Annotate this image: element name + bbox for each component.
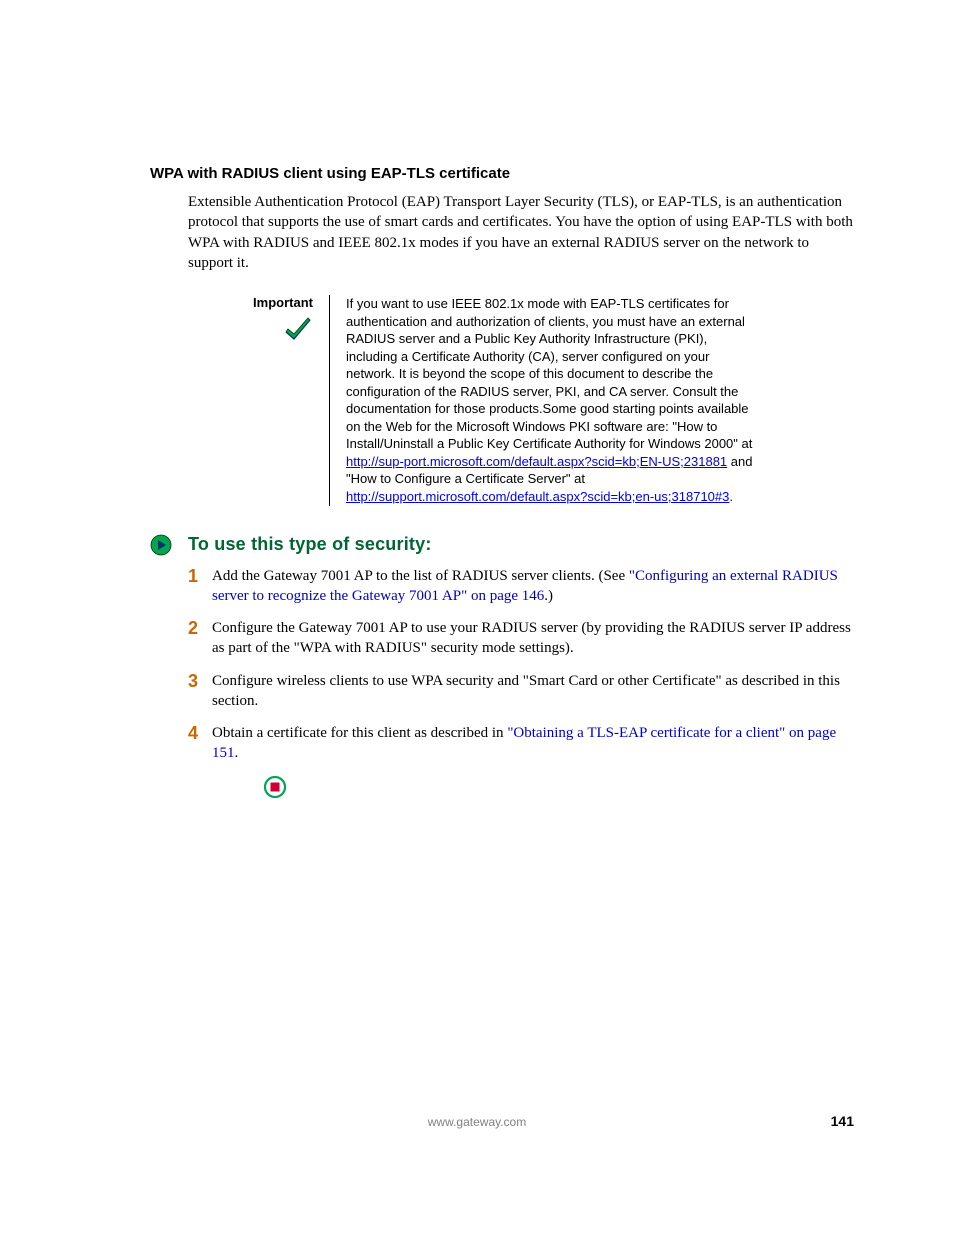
- stop-icon: [264, 776, 854, 803]
- step-text-pre: Configure wireless clients to use WPA se…: [212, 673, 840, 709]
- checkmark-icon: [283, 316, 313, 349]
- note-text-tail: .: [729, 489, 733, 504]
- step-number: 4: [188, 723, 212, 764]
- note-link-2[interactable]: http://support.microsoft.com/default.asp…: [346, 489, 729, 504]
- step-text-pre: Obtain a certificate for this client as …: [212, 725, 507, 741]
- step-text-post: .: [235, 745, 239, 761]
- play-icon: [150, 534, 188, 556]
- step-number: 2: [188, 618, 212, 659]
- step-text-post: .): [544, 588, 553, 604]
- footer-url: www.gateway.com: [0, 1115, 954, 1129]
- step-text: Add the Gateway 7001 AP to the list of R…: [212, 566, 854, 607]
- note-label: Important: [230, 295, 313, 310]
- step-item: 3 Configure wireless clients to use WPA …: [188, 671, 854, 712]
- section-heading: WPA with RADIUS client using EAP-TLS cer…: [150, 165, 854, 182]
- step-item: 4 Obtain a certificate for this client a…: [188, 723, 854, 764]
- step-item: 1 Add the Gateway 7001 AP to the list of…: [188, 566, 854, 607]
- intro-paragraph: Extensible Authentication Protocol (EAP)…: [188, 192, 854, 273]
- step-text: Configure the Gateway 7001 AP to use you…: [212, 618, 854, 659]
- step-number: 3: [188, 671, 212, 712]
- step-item: 2 Configure the Gateway 7001 AP to use y…: [188, 618, 854, 659]
- step-text: Configure wireless clients to use WPA se…: [212, 671, 854, 712]
- step-text-pre: Add the Gateway 7001 AP to the list of R…: [212, 568, 629, 584]
- important-note: Important If you want to use IEEE 802.1x…: [230, 295, 854, 506]
- note-link-1[interactable]: http://sup-port.microsoft.com/default.as…: [346, 454, 727, 469]
- note-label-column: Important: [230, 295, 330, 506]
- procedure-heading: To use this type of security:: [188, 534, 432, 555]
- page-content: WPA with RADIUS client using EAP-TLS cer…: [0, 0, 954, 803]
- note-text-pre: If you want to use IEEE 802.1x mode with…: [346, 296, 752, 451]
- procedure-heading-row: To use this type of security:: [150, 534, 854, 556]
- step-number: 1: [188, 566, 212, 607]
- step-list: 1 Add the Gateway 7001 AP to the list of…: [188, 566, 854, 803]
- step-text: Obtain a certificate for this client as …: [212, 723, 854, 764]
- page-number: 141: [831, 1113, 854, 1129]
- step-text-pre: Configure the Gateway 7001 AP to use you…: [212, 620, 851, 656]
- note-body: If you want to use IEEE 802.1x mode with…: [330, 295, 760, 506]
